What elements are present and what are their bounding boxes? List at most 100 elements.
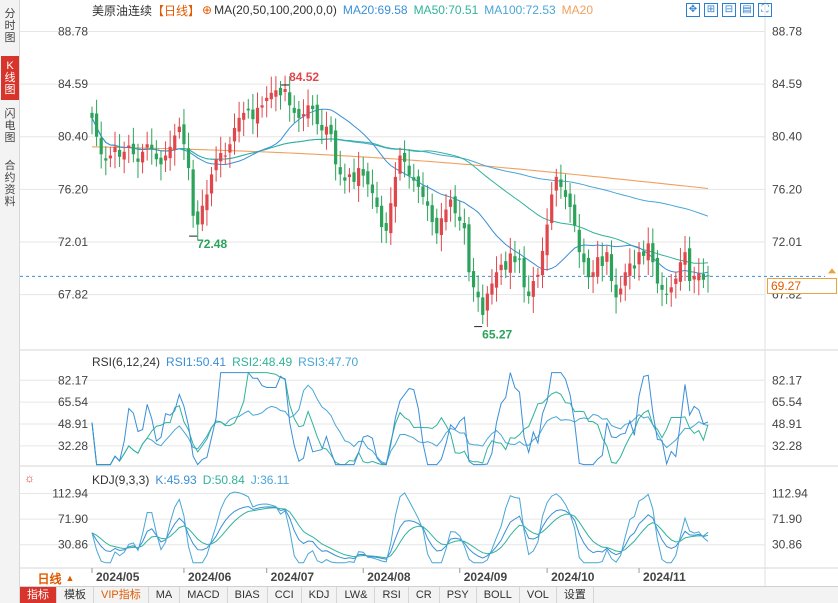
period-arrow-icon: ▲ xyxy=(65,573,75,583)
candle-body xyxy=(163,155,168,161)
candle-body xyxy=(559,179,563,187)
tab-macd[interactable]: MACD xyxy=(180,587,228,603)
candle-body xyxy=(504,261,508,270)
zoom-in-icon[interactable]: ⊞ xyxy=(704,3,718,17)
candle-body xyxy=(669,287,673,293)
candle-body xyxy=(191,169,195,216)
ma200-value: MA20 xyxy=(561,3,594,17)
tab-boll[interactable]: BOLL xyxy=(477,587,520,603)
date-tick-label-4: 2024/09 xyxy=(464,570,508,584)
price-tick-left-2: 80.40 xyxy=(58,130,88,144)
candle-body xyxy=(260,105,264,108)
side-tab-kline[interactable]: K线图 xyxy=(1,56,19,100)
legend-settings-icon[interactable]: ⊕ xyxy=(202,3,213,17)
candle-body xyxy=(159,157,163,165)
price-tick-left-0: 88.78 xyxy=(58,25,88,39)
candle-body xyxy=(90,112,94,118)
candle-body xyxy=(600,256,604,266)
candle-body xyxy=(609,254,614,282)
rsi-tick-right-2: 48.91 xyxy=(772,417,802,431)
period-selector[interactable]: 日线 ▲ xyxy=(22,570,90,586)
candle-body xyxy=(591,272,595,278)
candle-body xyxy=(186,148,191,169)
kdj-params[interactable]: KDJ(9,3,3) xyxy=(92,473,150,487)
candle-body xyxy=(205,194,209,211)
tab-lw[interactable]: LW& xyxy=(337,587,376,603)
candle-body xyxy=(692,276,696,280)
kdj-series-kdj-j xyxy=(91,491,709,564)
candle-body xyxy=(596,257,600,277)
candle-body xyxy=(366,171,370,185)
ma20-value: MA20:69.58 xyxy=(342,3,408,17)
price-tick-right-2: 80.40 xyxy=(772,130,802,144)
tab-ma[interactable]: MA xyxy=(149,587,181,603)
kdj-legend: KDJ(9,3,3) K:45.93 D:50.84 J:36.11 xyxy=(92,473,289,487)
side-tab-contract-info[interactable]: 合约资料 xyxy=(4,160,16,208)
candle-body xyxy=(490,283,494,295)
side-tab-lightning[interactable]: 闪电图 xyxy=(4,108,16,144)
tab-kdj[interactable]: KDJ xyxy=(302,587,338,603)
tab-bias[interactable]: BIAS xyxy=(228,587,268,603)
kdj-tick-right-2: 30.86 xyxy=(772,538,802,552)
candle-body xyxy=(448,199,453,207)
candle-body xyxy=(573,204,577,226)
kdj-series-kdj-k xyxy=(91,505,709,560)
ma100-value: MA100:72.53 xyxy=(484,3,556,17)
candle-body xyxy=(577,229,581,253)
candle-body xyxy=(117,149,122,157)
candle-body xyxy=(421,186,425,197)
tab-cci[interactable]: CCI xyxy=(268,587,302,603)
indicator-tab-bar: 指标 模板 VIP指标 MA MACD BIAS CCI KDJ LW& RSI… xyxy=(20,586,838,603)
candle-body xyxy=(242,112,246,120)
candle-body xyxy=(688,248,692,282)
candle-body xyxy=(582,253,586,263)
side-tab-timeshare[interactable]: 分时图 xyxy=(4,8,16,44)
kdj-tick-right-0: 112.94 xyxy=(772,487,808,501)
chart-canvas[interactable]: 84.52 72.48 65.27 88.78 88.78 84.59 84.59 80.4… xyxy=(20,0,838,586)
rsi-params[interactable]: RSI(6,12,24) xyxy=(92,355,161,369)
candle-body xyxy=(324,126,329,135)
candle-body xyxy=(380,205,384,228)
tab-rsi[interactable]: RSI xyxy=(375,587,409,603)
rsi1-value: RSI1:50.41 xyxy=(166,355,227,369)
chart-type-icon[interactable]: ▤ xyxy=(740,3,754,17)
candle-body xyxy=(384,223,388,231)
candle-body xyxy=(223,155,227,157)
candle-body xyxy=(338,167,342,175)
tab-vip-indicators[interactable]: VIP指标 xyxy=(94,587,149,603)
tab-vol[interactable]: VOL xyxy=(520,587,557,603)
date-tick-label-3: 2024/08 xyxy=(367,570,411,584)
candle-body xyxy=(632,265,637,269)
candle-body xyxy=(568,193,572,207)
candle-body xyxy=(251,109,255,120)
rsi-series-rsi1 xyxy=(91,372,709,466)
kdj-settings-icon[interactable]: ☼ xyxy=(24,471,35,485)
tab-cr[interactable]: CR xyxy=(409,587,440,603)
kdj-tick-left-0: 112.94 xyxy=(52,487,88,501)
fullscreen-icon[interactable]: ⛶ xyxy=(758,3,772,17)
candle-body xyxy=(642,251,646,256)
candle-body xyxy=(697,273,701,281)
tab-templates[interactable]: 模板 xyxy=(57,587,94,603)
tab-psy[interactable]: PSY xyxy=(440,587,477,603)
candle-body xyxy=(623,272,627,286)
move-icon[interactable]: ✥ xyxy=(686,3,700,17)
candle-body xyxy=(425,201,430,206)
rsi-tick-left-2: 48.91 xyxy=(58,417,88,431)
rsi-tick-right-1: 65.54 xyxy=(772,395,802,409)
candle-body xyxy=(352,172,356,182)
candle-body xyxy=(407,165,411,176)
candle-body xyxy=(550,194,554,224)
tab-indicators[interactable]: 指标 xyxy=(20,587,57,603)
candle-body xyxy=(586,257,591,278)
price-tick-right-4: 72.01 xyxy=(772,235,802,249)
tab-settings[interactable]: 设置 xyxy=(557,587,594,603)
ma-params[interactable]: MA(20,50,100,200,0,0) xyxy=(214,3,337,17)
kdj-tick-left-2: 30.86 xyxy=(58,538,88,552)
kdj-panel xyxy=(91,491,709,564)
zoom-out-icon[interactable]: ⊟ xyxy=(722,3,736,17)
candle-body xyxy=(320,124,324,131)
candle-body xyxy=(416,176,420,187)
candle-body xyxy=(370,184,375,194)
price-tick-right-1: 84.59 xyxy=(772,77,802,91)
